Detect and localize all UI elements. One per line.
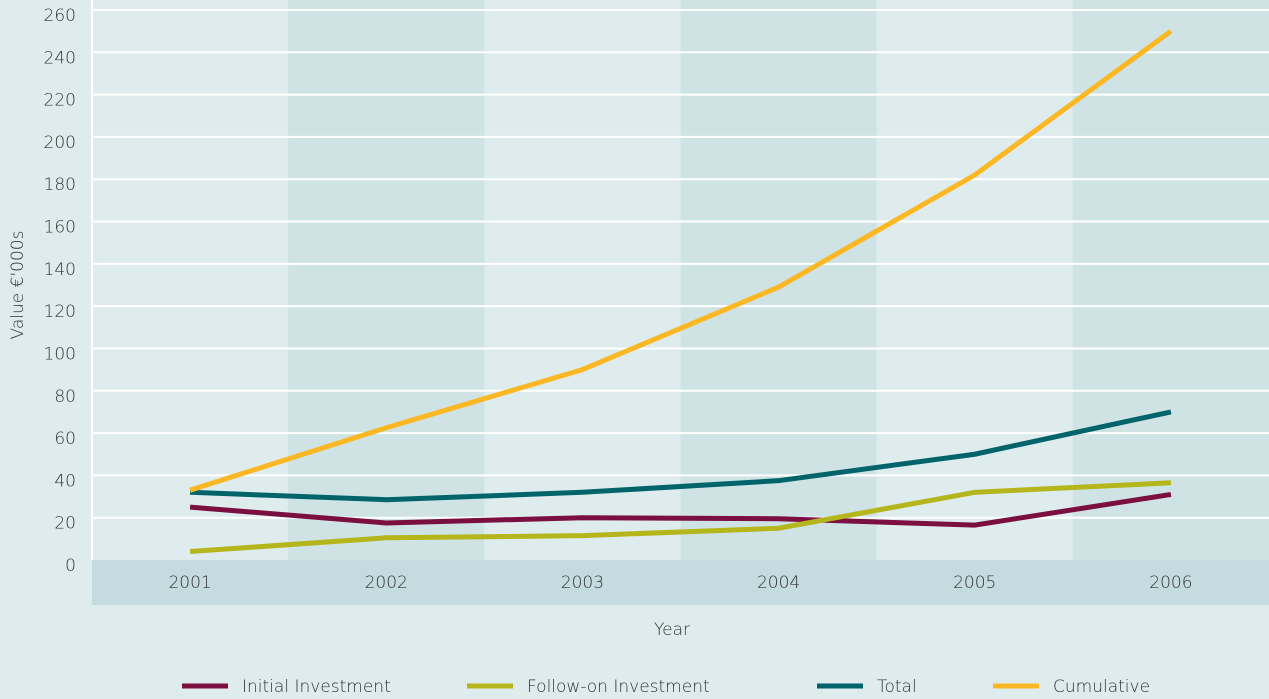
y-tick-label: 240	[44, 48, 76, 68]
legend-label: Follow-on Investment	[527, 677, 710, 697]
y-tick-label: 200	[44, 133, 76, 153]
legend-label: Cumulative	[1053, 677, 1150, 697]
x-tick-label: 2006	[1149, 573, 1192, 593]
bands	[288, 0, 1269, 560]
y-tick-label: 0	[65, 556, 76, 576]
x-axis-band	[92, 560, 1269, 605]
line-series	[189, 29, 1173, 493]
y-tick-label: 260	[44, 6, 76, 26]
y-axis-label: Value €'000s	[8, 231, 28, 340]
line-series	[189, 480, 1172, 555]
y-tick-label: 160	[44, 218, 76, 238]
x-tick-label: 2002	[365, 573, 408, 593]
line-series	[189, 491, 1172, 528]
y-tick-label: 80	[54, 387, 76, 407]
column-band	[680, 0, 877, 560]
legend-label: Initial Investment	[242, 677, 391, 697]
legend-label: Total	[877, 677, 917, 697]
y-tick-label: 20	[54, 514, 76, 534]
y-tick-label: 140	[44, 260, 76, 280]
column-band	[1072, 0, 1269, 560]
line-series	[189, 409, 1172, 503]
y-tick-label: 220	[44, 91, 76, 111]
x-tick-label: 2004	[757, 573, 800, 593]
column-band	[288, 0, 485, 560]
y-tick-label: 40	[54, 471, 76, 491]
y-tick-label: 180	[44, 175, 76, 195]
y-tick-label: 120	[44, 302, 76, 322]
x-tick-label: 2005	[953, 573, 996, 593]
x-axis-label: Year	[654, 620, 690, 640]
x-tick-label: 2001	[168, 573, 211, 593]
y-tick-label: 60	[54, 429, 76, 449]
y-tick-label: 100	[44, 344, 76, 364]
x-tick-label: 2003	[561, 573, 604, 593]
